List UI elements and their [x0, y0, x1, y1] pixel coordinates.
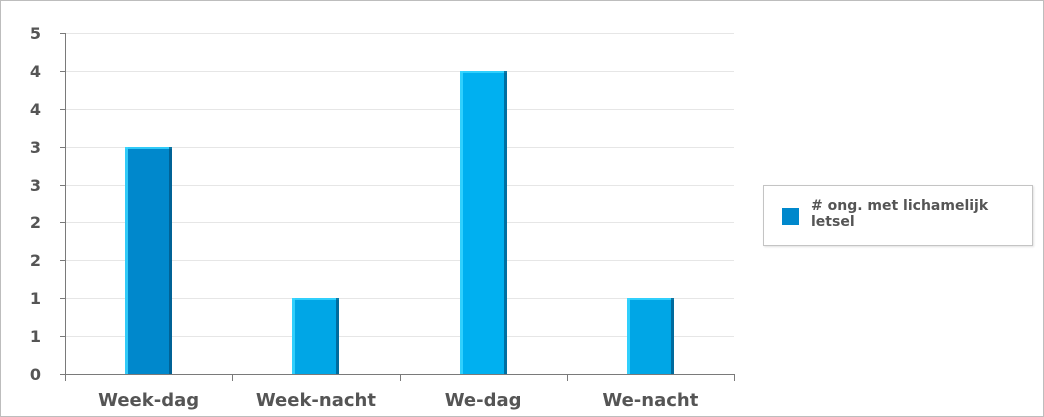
x-tick-label: We-dag	[445, 390, 522, 411]
gridlines	[65, 33, 734, 337]
y-tick-label: 5	[30, 24, 41, 43]
x-tick-label: Week-dag	[98, 390, 199, 411]
y-tick-label: 3	[30, 138, 41, 157]
legend: # ong. met lichamelijk letsel	[763, 185, 1033, 246]
y-tick-label: 1	[30, 289, 41, 308]
y-tick-label: 2	[30, 213, 41, 232]
bars	[125, 71, 674, 374]
y-tick-label: 4	[30, 62, 41, 81]
bar	[460, 71, 507, 374]
bar	[125, 147, 172, 374]
y-tick-label: 1	[30, 327, 41, 346]
x-tick-label: Week-nacht	[256, 390, 377, 411]
axes	[60, 33, 735, 381]
y-tick-label: 4	[30, 100, 41, 119]
x-tick-label: We-nacht	[602, 390, 698, 411]
y-tick-label: 3	[30, 176, 41, 195]
bar	[292, 298, 339, 374]
legend-swatch	[782, 208, 799, 225]
axis-labels: 0 1 1 2 2 3 3 4 4 5 Week-dag Week-nacht We-dag We-nac…	[30, 24, 699, 411]
legend-label: # ong. met lichamelijk letsel	[811, 198, 989, 230]
y-tick-label: 2	[30, 251, 41, 270]
y-tick-label: 0	[30, 365, 41, 384]
bar	[627, 298, 674, 374]
